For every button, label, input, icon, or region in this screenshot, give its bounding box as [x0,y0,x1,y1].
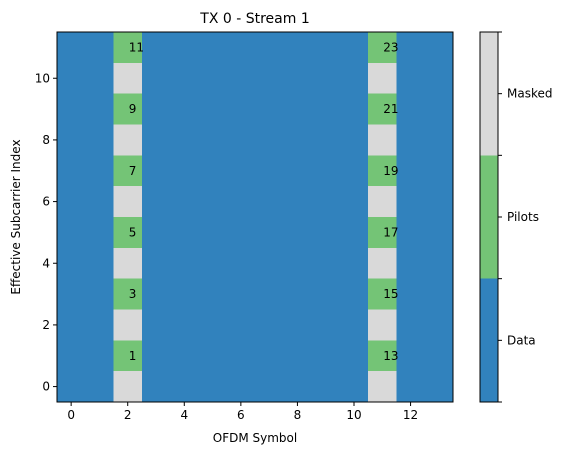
cell-pilots-s2-k11 [113,32,142,63]
cell-pilots-s11-k9 [368,93,397,125]
cell-masked-s11-k6 [368,186,397,217]
y-tick-label: 10 [35,71,50,85]
cell-masked-s2-k4 [113,247,142,279]
cell-pilots-s11-k5 [368,217,397,248]
cell-masked-s11-k10 [368,62,397,94]
x-tick-label: 12 [403,408,418,422]
cell-pilots-s2-k3 [113,278,142,310]
colorbar-segment-masked [480,32,498,156]
cell-pilots-s11-k1 [368,340,397,372]
x-tick-label: 0 [67,408,75,422]
colorbar: Data Pilots Masked [479,31,552,403]
y-tick-label: 2 [42,318,50,332]
cell-masked-s2-k8 [113,124,142,156]
colorbar-segment-pilots [480,155,498,279]
cell-masked-s2-k10 [113,62,142,94]
cell-masked-s2-k6 [113,186,142,217]
pilot-index-label: 11 [129,40,144,54]
x-tick-label: 10 [346,408,361,422]
cell-pilots-s2-k5 [113,217,142,248]
pilot-index-label: 13 [383,349,398,363]
x-axis-label: OFDM Symbol [213,431,297,445]
cell-pilots-s11-k3 [368,278,397,310]
x-tick-label: 6 [237,408,245,422]
y-axis-label: Effective Subcarrier Index [9,139,23,294]
cell-masked-s11-k4 [368,247,397,279]
y-tick-label: 6 [42,195,50,209]
x-tick-label: 4 [180,408,188,422]
cell-masked-s11-k8 [368,124,397,156]
y-axis: 0 2 4 6 8 10 [35,71,57,394]
pilot-index-label: 19 [383,164,398,178]
y-tick-label: 4 [42,256,50,270]
x-tick-label: 8 [294,408,302,422]
pilot-index-label: 1 [129,349,137,363]
x-axis: 0 2 4 6 8 10 12 [67,402,418,422]
pilot-index-label: 5 [129,225,137,239]
cell-pilots-s2-k7 [113,155,142,187]
colorbar-segment-data [480,278,498,402]
colorbar-label-masked: Masked [507,87,552,101]
cell-masked-s2-k2 [113,309,142,341]
colorbar-label-pilots: Pilots [507,210,539,224]
y-tick-label: 0 [42,380,50,394]
cell-masked-s11-k0 [368,371,397,402]
plot-frame [56,31,454,403]
y-tick-label: 8 [42,133,50,147]
pilot-index-label: 9 [129,102,137,116]
pilot-index-label: 3 [129,287,137,301]
cell-masked-s11-k2 [368,309,397,341]
pilot-index-label: 21 [383,102,398,116]
cell-pilots-s11-k11 [368,32,397,63]
colorbar-label-data: Data [507,333,536,347]
pilot-index-label: 7 [129,164,137,178]
chart-title: TX 0 - Stream 1 [199,11,309,27]
x-tick-label: 2 [124,408,132,422]
pilot-index-label: 23 [383,40,398,54]
cell-pilots-s11-k7 [368,155,397,187]
cell-pilots-s2-k9 [113,93,142,125]
colorbar-frame [479,31,499,403]
pilot-index-label: 15 [383,287,398,301]
cell-pilots-s2-k1 [113,340,142,372]
pilot-index-label: 17 [383,225,398,239]
cell-masked-s2-k0 [113,371,142,402]
